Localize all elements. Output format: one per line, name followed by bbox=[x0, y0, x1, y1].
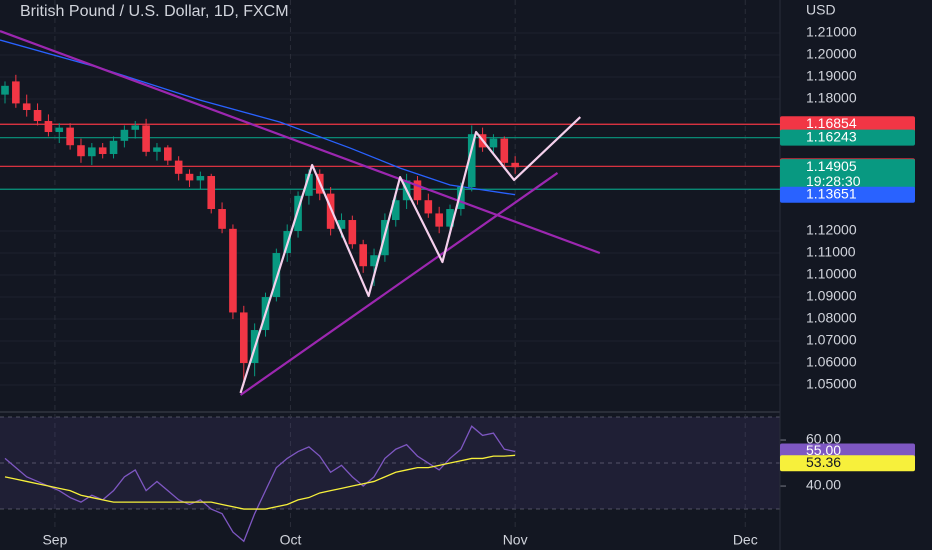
candle-body bbox=[348, 220, 357, 245]
moving-average-label-box bbox=[780, 186, 915, 203]
price-line-label: 1.16243 bbox=[806, 128, 857, 144]
candle-body bbox=[511, 162, 519, 168]
candle-body bbox=[218, 209, 226, 229]
rsi-band bbox=[0, 417, 780, 510]
candle-body bbox=[239, 312, 248, 364]
rsi-ma-line bbox=[4, 454, 516, 510]
drawing-line bbox=[0, 29, 601, 255]
candle-body bbox=[174, 160, 183, 174]
price-line-label-box bbox=[780, 116, 915, 133]
y-tick-label: 1.20000 bbox=[806, 46, 857, 62]
candle-body bbox=[33, 110, 42, 122]
candle-body bbox=[467, 134, 476, 188]
y-tick-label: 1.19000 bbox=[806, 68, 857, 84]
y-tick-label: 1.08000 bbox=[806, 310, 857, 326]
candle-body bbox=[44, 121, 53, 133]
chart-title: British Pound / U.S. Dollar, 1D, FXCM bbox=[20, 3, 289, 20]
candle-body bbox=[207, 176, 216, 210]
rsi-tick-label: 40.00 bbox=[806, 477, 841, 493]
candle-body bbox=[272, 253, 281, 298]
price-line-label: 1.16854 bbox=[806, 115, 857, 131]
drawing-line bbox=[239, 116, 582, 394]
rsi-ma-label-box bbox=[780, 455, 915, 472]
last-price-label: 1.14905 bbox=[806, 158, 857, 174]
rsi-line bbox=[4, 425, 516, 543]
y-axis-label: USD bbox=[806, 2, 836, 18]
candle-body bbox=[326, 193, 335, 229]
candle-body bbox=[55, 127, 64, 133]
x-tick-label: Oct bbox=[280, 532, 302, 548]
candle-body bbox=[88, 147, 96, 157]
candle-body bbox=[164, 147, 172, 161]
candle-body bbox=[12, 81, 20, 104]
candle-body bbox=[424, 200, 433, 214]
x-tick-label: Nov bbox=[503, 532, 528, 548]
y-tick-label: 1.21000 bbox=[806, 24, 857, 40]
candle-body bbox=[185, 173, 194, 181]
candle-body bbox=[413, 180, 422, 201]
candle-body bbox=[435, 213, 443, 227]
price-line-label-box bbox=[780, 129, 915, 146]
candle-body bbox=[22, 103, 31, 111]
candle-body bbox=[229, 228, 237, 313]
y-tick-label: 1.11000 bbox=[806, 244, 856, 260]
candle-body bbox=[153, 147, 161, 152]
rsi-value-label: 55.00 bbox=[806, 442, 841, 458]
rsi-ma-label: 53.36 bbox=[806, 454, 841, 470]
x-tick-label: Sep bbox=[42, 532, 67, 548]
candle-body bbox=[131, 125, 140, 130]
y-tick-label: 1.12000 bbox=[806, 222, 857, 238]
last-price-box bbox=[780, 159, 915, 192]
countdown-label: 19:28:30 bbox=[806, 173, 861, 189]
candle-body bbox=[142, 125, 150, 152]
rsi-tick-label: 60.00 bbox=[806, 431, 841, 447]
candle-body bbox=[66, 127, 74, 146]
drawing-line bbox=[239, 172, 559, 396]
y-tick-label: 1.18000 bbox=[806, 90, 857, 106]
candle-body bbox=[337, 220, 346, 229]
y-tick-label: 1.09000 bbox=[806, 288, 857, 304]
candle-body bbox=[500, 138, 509, 163]
candle-body bbox=[77, 145, 85, 157]
candle-body bbox=[196, 176, 205, 181]
candle-body bbox=[98, 147, 107, 155]
y-tick-label: 1.05000 bbox=[806, 376, 857, 392]
candle-body bbox=[359, 244, 367, 267]
candle-body bbox=[370, 255, 378, 267]
candle-body bbox=[305, 173, 313, 196]
y-tick-label: 1.06000 bbox=[806, 354, 857, 370]
candle-body bbox=[109, 140, 118, 155]
x-tick-label: Dec bbox=[733, 532, 758, 548]
candle-body bbox=[446, 209, 454, 227]
y-tick-label: 1.07000 bbox=[806, 332, 857, 348]
candle-body bbox=[1, 85, 9, 95]
y-tick-label: 1.10000 bbox=[806, 266, 857, 282]
candle-body bbox=[120, 129, 129, 141]
candle-body bbox=[457, 187, 465, 210]
candle-body bbox=[489, 138, 498, 148]
moving-average-label: 1.13651 bbox=[806, 185, 857, 201]
candle-body bbox=[391, 200, 400, 221]
